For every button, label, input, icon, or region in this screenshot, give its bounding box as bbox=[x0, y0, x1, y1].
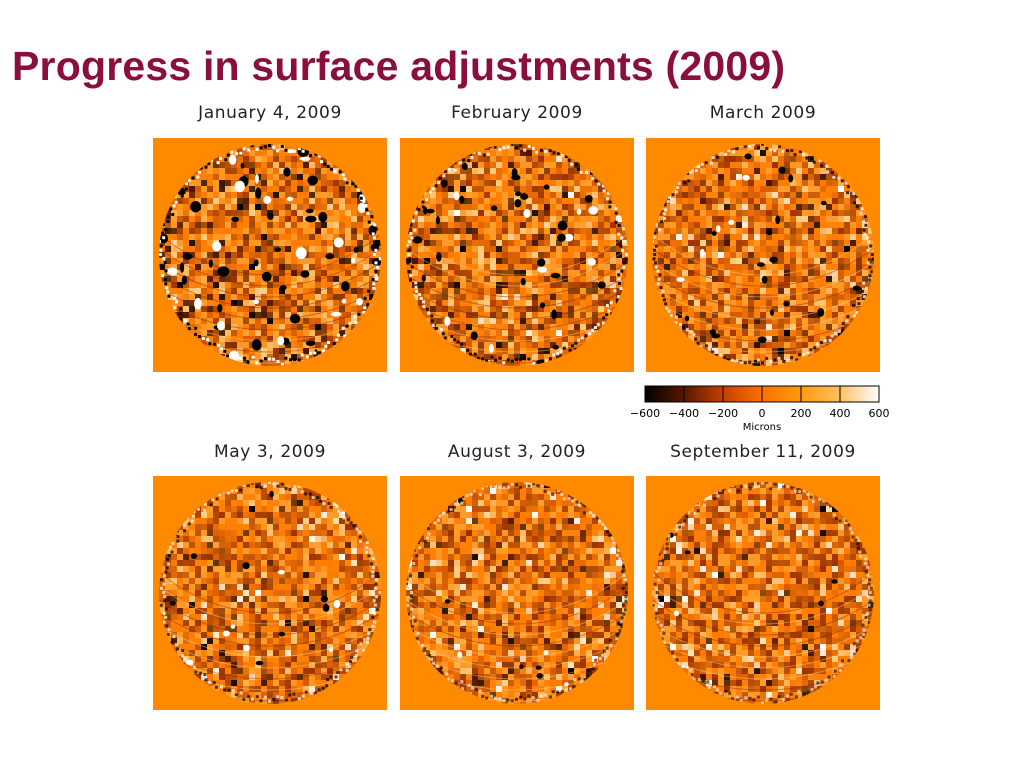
surface-error-map bbox=[153, 476, 387, 710]
surface-error-map bbox=[646, 476, 880, 710]
colorbar-tick-label: 400 bbox=[830, 407, 851, 420]
surface-error-map bbox=[153, 138, 387, 372]
colorbar-tick-label: −200 bbox=[708, 407, 738, 420]
surface-map bbox=[400, 476, 634, 710]
colorbar-tick-label: −600 bbox=[630, 407, 660, 420]
surface-error-map bbox=[646, 138, 880, 372]
panel-caption: May 3, 2009 bbox=[213, 442, 327, 462]
color-scale-legend: −600 −400 −200 0 200 400 600 Microns bbox=[628, 385, 898, 436]
surface-error-map bbox=[400, 138, 634, 372]
panel-caption: September 11, 2009 bbox=[670, 442, 856, 462]
panel-caption: January 4, 2009 bbox=[198, 103, 342, 123]
surface-map bbox=[153, 476, 387, 710]
panel-caption: February 2009 bbox=[451, 103, 583, 123]
colorbar-tick-label: 600 bbox=[869, 407, 890, 420]
colorbar-tick-label: 0 bbox=[759, 407, 766, 420]
panel-caption: August 3, 2009 bbox=[447, 442, 587, 462]
surface-error-map bbox=[400, 476, 634, 710]
colorbar-graphic: −600 −400 −200 0 200 400 600 Microns bbox=[630, 385, 890, 433]
colorbar-tick-label: 200 bbox=[791, 407, 812, 420]
colorbar-unit-label: Microns bbox=[743, 422, 781, 433]
panel-caption: March 2009 bbox=[709, 103, 817, 123]
surface-map bbox=[153, 138, 387, 372]
surface-map bbox=[646, 138, 880, 372]
colorbar-tick-label: −400 bbox=[669, 407, 699, 420]
surface-map bbox=[646, 476, 880, 710]
slide-title: Progress in surface adjustments (2009) bbox=[12, 43, 786, 89]
surface-map bbox=[400, 138, 634, 372]
